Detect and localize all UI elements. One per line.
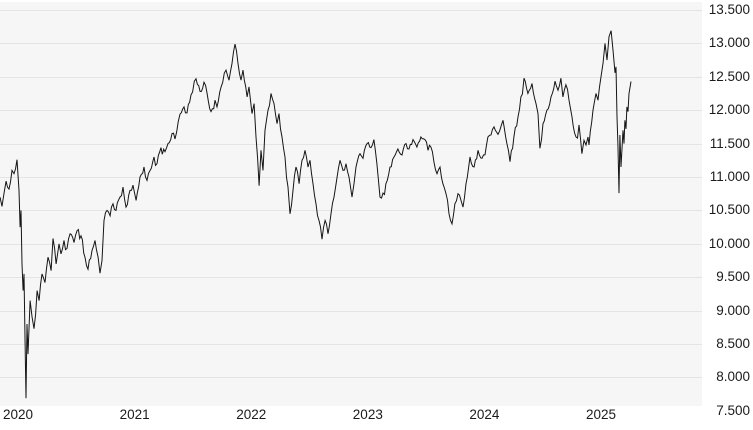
- y-axis-label: 7.500: [716, 402, 750, 418]
- x-axis-label: 2025: [585, 407, 617, 422]
- x-axis-label: 2022: [236, 407, 267, 422]
- y-axis-label: 13.500: [708, 2, 750, 18]
- x-axis-label: 2024: [469, 407, 500, 422]
- chart-canvas[interactable]: [0, 0, 702, 406]
- x-axis-label: 2021: [119, 407, 150, 422]
- x-axis-label: 2020: [3, 407, 34, 422]
- y-axis-label: 9.000: [716, 302, 750, 318]
- chart-plot-area[interactable]: [0, 0, 702, 406]
- plot-background: [0, 2, 702, 406]
- y-axis-label: 9.500: [716, 269, 750, 285]
- price-line: [0, 30, 632, 399]
- y-axis-label: 13.000: [708, 35, 750, 51]
- y-axis-label: 8.500: [716, 336, 750, 352]
- y-axis-label: 11.500: [709, 135, 750, 151]
- x-axis-label: 2023: [352, 407, 383, 422]
- y-axis-label: 12.500: [708, 68, 750, 84]
- y-axis-label: 10.000: [708, 235, 750, 251]
- y-axis-label: 8.000: [716, 369, 750, 385]
- y-axis-label: 11.000: [709, 169, 750, 185]
- y-axis-label: 12.000: [708, 102, 750, 118]
- y-axis-label: 10.500: [708, 202, 750, 218]
